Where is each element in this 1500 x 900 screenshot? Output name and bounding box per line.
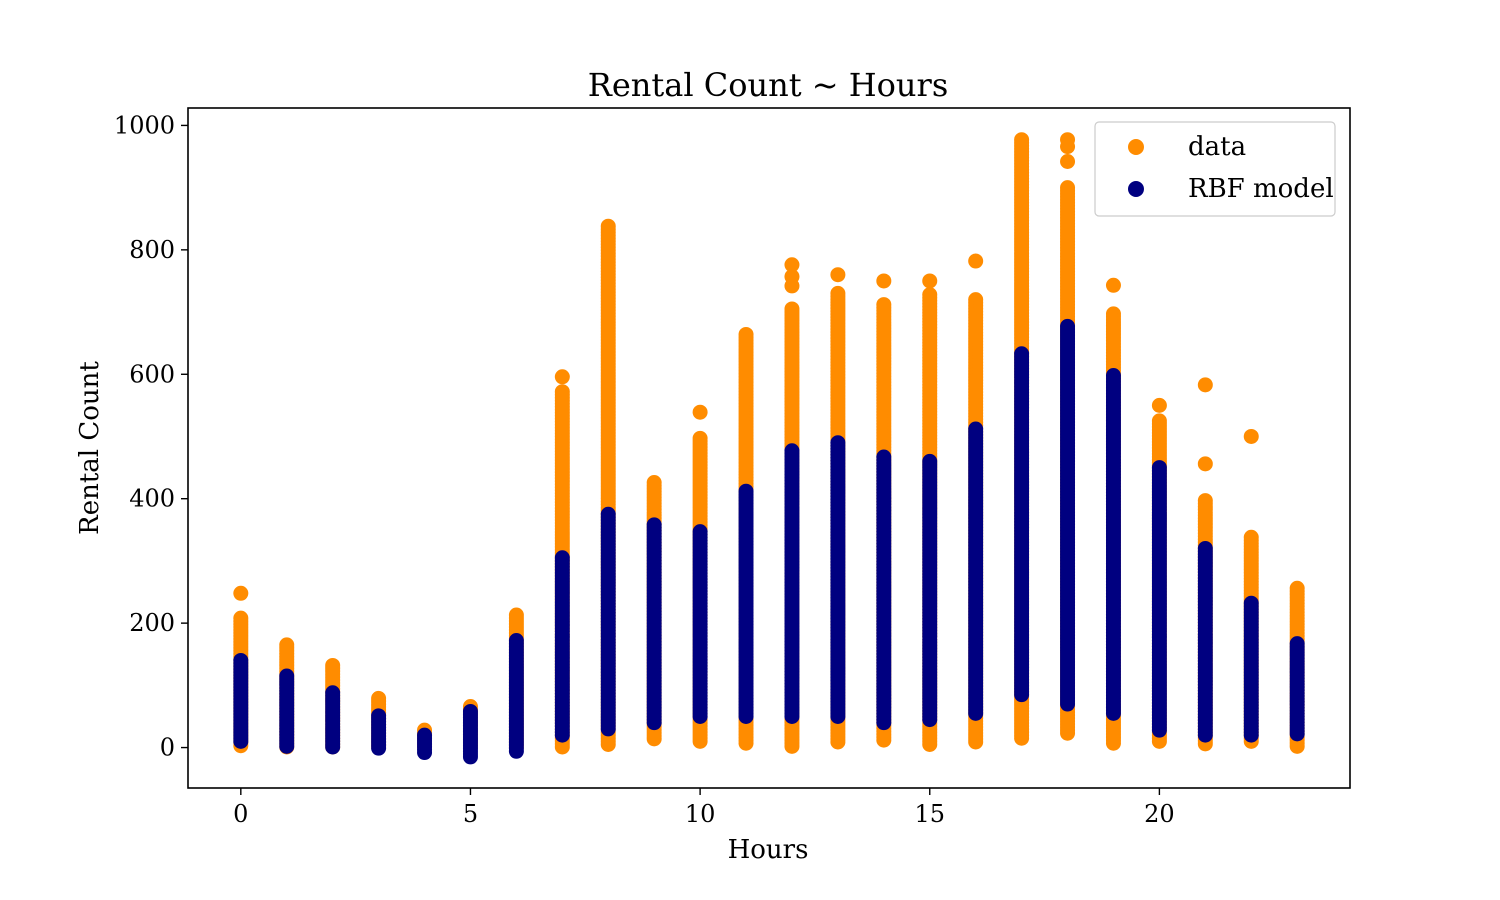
rbf-model-hour-23 — [1290, 636, 1305, 741]
rbf-model-point — [371, 741, 386, 756]
rbf-model-hour-22 — [1244, 596, 1259, 743]
rbf-model-hour-18 — [1060, 319, 1075, 712]
data-point — [555, 369, 570, 384]
x-tick-label: 10 — [685, 800, 716, 828]
rbf-model-hour-5 — [463, 704, 478, 764]
rbf-model-point — [1290, 726, 1305, 741]
rbf-model-hour-13 — [830, 435, 845, 724]
rbf-model-point — [555, 728, 570, 743]
x-axis: 0 5 10 15 20 — [233, 788, 1174, 828]
rbf-model-hour-9 — [647, 517, 662, 730]
rbf-model-hour-20 — [1152, 460, 1167, 738]
rbf-model-point — [1152, 723, 1167, 738]
x-tick-label: 0 — [233, 800, 248, 828]
data-point — [1152, 398, 1167, 413]
data-point — [1198, 456, 1213, 471]
y-tick-label: 1000 — [114, 111, 175, 139]
rbf-model-hour-19 — [1106, 368, 1121, 721]
rbf-model-hour-2 — [325, 685, 340, 754]
y-tick-label: 800 — [129, 236, 175, 264]
rbf-model-point — [325, 739, 340, 754]
legend-label-data: data — [1188, 132, 1246, 162]
data-point — [876, 733, 891, 748]
y-tick-label: 600 — [129, 360, 175, 388]
data-point — [1244, 429, 1259, 444]
rbf-model-hour-21 — [1198, 541, 1213, 743]
rbf-model-hour-10 — [693, 524, 708, 724]
rbf-model-point — [922, 712, 937, 727]
data-point — [1106, 278, 1121, 293]
data-point — [1198, 377, 1213, 392]
chart-title: Rental Count ~ Hours — [588, 66, 948, 104]
rbf-model-point — [876, 715, 891, 730]
rbf-model-point — [233, 734, 248, 749]
rbf-model-point — [968, 706, 983, 721]
data-point — [1060, 726, 1075, 741]
rbf-model-hour-11 — [739, 484, 754, 724]
x-axis-label: Hours — [728, 835, 809, 865]
rbf-model-point — [1106, 706, 1121, 721]
rbf-model-point — [1014, 687, 1029, 702]
data-point — [830, 734, 845, 749]
x-tick-label: 20 — [1144, 800, 1175, 828]
data-point — [968, 734, 983, 749]
rbf-model-point — [1244, 728, 1259, 743]
y-tick-label: 0 — [160, 734, 175, 762]
rbf-model-hour-14 — [876, 450, 891, 731]
x-tick-label: 5 — [463, 800, 478, 828]
rbf-model-point — [417, 745, 432, 760]
rbf-model-hour-3 — [371, 708, 386, 755]
rbf-model-point — [1060, 697, 1075, 712]
data-point — [922, 737, 937, 752]
data-point — [647, 731, 662, 746]
data-point — [784, 257, 799, 272]
rbf-model-hour-6 — [509, 633, 524, 759]
rbf-model-hour-4 — [417, 728, 432, 760]
data-point — [784, 739, 799, 754]
data-point — [1060, 154, 1075, 169]
rbf-model-hour-0 — [233, 653, 248, 749]
data-point — [1014, 731, 1029, 746]
legend: data RBF model — [1095, 122, 1335, 216]
rbf-model-hour-17 — [1014, 346, 1029, 702]
rbf-model-point — [1198, 728, 1213, 743]
rbf-model-point — [279, 739, 294, 754]
rbf-model-hour-15 — [922, 454, 937, 727]
y-axis: 0 200 400 600 800 1000 — [114, 111, 188, 761]
rbf-model-point — [693, 709, 708, 724]
y-tick-label: 200 — [129, 609, 175, 637]
rbf-model-hour-16 — [968, 422, 983, 721]
data-point — [1060, 132, 1075, 147]
rbf-model-hour-12 — [784, 443, 799, 724]
data-point — [876, 273, 891, 288]
data-point — [739, 736, 754, 751]
rbf-model-point — [739, 709, 754, 724]
rbf-model-point — [647, 715, 662, 730]
data-point — [968, 254, 983, 269]
rbf-model-point — [509, 744, 524, 759]
data-point — [922, 273, 937, 288]
data-point — [693, 734, 708, 749]
data-series — [233, 132, 1304, 754]
data-point — [233, 586, 248, 601]
data-point — [1106, 736, 1121, 751]
x-tick-label: 15 — [914, 800, 945, 828]
rbf-model-point — [830, 709, 845, 724]
rbf-model-hour-1 — [279, 669, 294, 754]
legend-marker-rbf-model — [1128, 181, 1144, 197]
y-tick-label: 400 — [129, 485, 175, 513]
rbf-model-point — [463, 749, 478, 764]
rbf-model-point — [784, 709, 799, 724]
rbf-model-series — [233, 319, 1304, 765]
rbf-model-point — [601, 721, 616, 736]
legend-label-rbf-model: RBF model — [1188, 174, 1334, 204]
data-point — [830, 267, 845, 282]
rbf-model-hour-8 — [601, 507, 616, 737]
legend-marker-data — [1128, 139, 1144, 155]
data-point — [693, 405, 708, 420]
rbf-model-hour-7 — [555, 550, 570, 742]
data-point — [601, 737, 616, 752]
y-axis-label: Rental Count — [75, 361, 105, 535]
